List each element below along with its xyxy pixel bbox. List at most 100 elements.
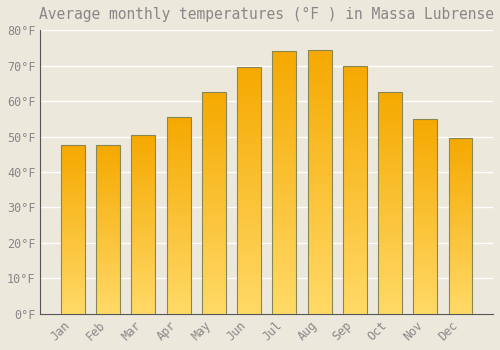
Bar: [96, 225, 120, 226]
Bar: [132, 135, 156, 136]
Bar: [272, 193, 296, 196]
Bar: [132, 189, 156, 190]
Bar: [237, 223, 261, 225]
Bar: [96, 196, 120, 198]
Bar: [96, 154, 120, 155]
Bar: [343, 108, 367, 110]
Bar: [343, 76, 367, 78]
Bar: [202, 203, 226, 205]
Bar: [61, 161, 85, 162]
Bar: [414, 290, 437, 292]
Bar: [237, 107, 261, 109]
Bar: [166, 245, 190, 247]
Bar: [378, 241, 402, 243]
Bar: [308, 65, 332, 68]
Bar: [96, 162, 120, 164]
Bar: [202, 94, 226, 97]
Bar: [414, 302, 437, 304]
Bar: [166, 121, 190, 123]
Bar: [166, 125, 190, 127]
Bar: [132, 192, 156, 194]
Bar: [202, 267, 226, 270]
Bar: [378, 103, 402, 105]
Bar: [132, 142, 156, 144]
Bar: [378, 136, 402, 139]
Bar: [414, 285, 437, 287]
Bar: [308, 147, 332, 150]
Bar: [202, 132, 226, 134]
Bar: [96, 240, 120, 242]
Bar: [61, 149, 85, 150]
Bar: [414, 216, 437, 218]
Bar: [61, 290, 85, 292]
Bar: [343, 135, 367, 138]
Bar: [448, 159, 472, 161]
Bar: [202, 198, 226, 201]
Bar: [202, 130, 226, 132]
Bar: [96, 155, 120, 157]
Bar: [343, 227, 367, 230]
Bar: [272, 133, 296, 135]
Bar: [308, 295, 332, 298]
Bar: [414, 281, 437, 283]
Bar: [166, 257, 190, 259]
Bar: [448, 251, 472, 252]
Bar: [237, 90, 261, 92]
Bar: [132, 203, 156, 205]
Bar: [96, 152, 120, 154]
Bar: [448, 282, 472, 284]
Bar: [343, 105, 367, 108]
Bar: [61, 201, 85, 203]
Bar: [308, 168, 332, 171]
Bar: [132, 284, 156, 285]
Bar: [343, 145, 367, 147]
Bar: [132, 300, 156, 301]
Bar: [96, 184, 120, 186]
Bar: [414, 136, 437, 138]
Bar: [308, 269, 332, 272]
Bar: [343, 175, 367, 177]
Bar: [308, 116, 332, 118]
Bar: [61, 194, 85, 196]
Bar: [237, 255, 261, 257]
Bar: [237, 77, 261, 80]
Bar: [61, 267, 85, 268]
Bar: [272, 159, 296, 162]
Bar: [414, 251, 437, 253]
Bar: [308, 129, 332, 132]
Bar: [202, 101, 226, 103]
Bar: [272, 146, 296, 148]
Bar: [272, 240, 296, 243]
Bar: [166, 148, 190, 150]
Bar: [96, 189, 120, 191]
Bar: [202, 252, 226, 254]
Bar: [414, 134, 437, 136]
Bar: [96, 253, 120, 255]
Bar: [343, 252, 367, 254]
Bar: [272, 261, 296, 264]
Bar: [132, 271, 156, 273]
Bar: [448, 249, 472, 251]
Bar: [166, 200, 190, 202]
Bar: [132, 151, 156, 153]
Bar: [166, 217, 190, 219]
Bar: [96, 257, 120, 258]
Bar: [378, 143, 402, 145]
Bar: [343, 133, 367, 135]
Bar: [61, 189, 85, 191]
Bar: [96, 233, 120, 235]
Bar: [378, 112, 402, 114]
Bar: [202, 117, 226, 119]
Bar: [202, 165, 226, 168]
Bar: [132, 212, 156, 214]
Bar: [378, 276, 402, 278]
Bar: [61, 282, 85, 284]
Bar: [308, 103, 332, 105]
Bar: [272, 256, 296, 259]
Bar: [272, 93, 296, 96]
Bar: [202, 161, 226, 163]
Bar: [343, 140, 367, 142]
Bar: [96, 174, 120, 176]
Bar: [308, 113, 332, 116]
Bar: [272, 177, 296, 180]
